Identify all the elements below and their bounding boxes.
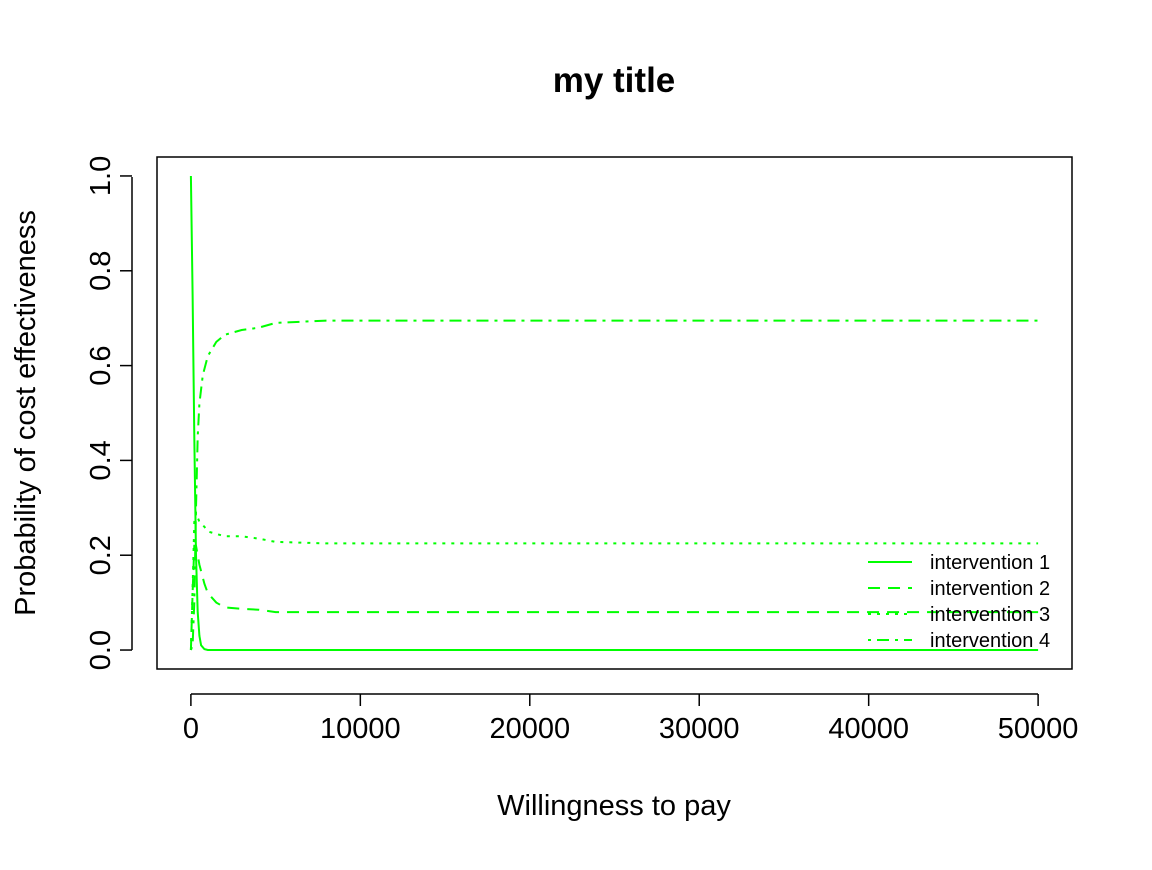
y-tick-label: 0.4	[85, 440, 117, 480]
x-tick-label: 50000	[998, 713, 1079, 745]
series-line-intervention-3	[189, 508, 1039, 651]
y-axis-label: Probability of cost effectiveness	[10, 210, 42, 616]
chart-title: my title	[553, 61, 676, 100]
x-ticks: 0 10000 20000 30000 40000 50000	[183, 694, 1079, 745]
y-tick-label: 0.0	[85, 630, 117, 670]
legend-label-intervention-4: intervention 4	[930, 630, 1050, 652]
x-tick-label: 20000	[489, 713, 570, 745]
series-line-intervention-1	[189, 175, 1039, 651]
x-tick-label: 40000	[828, 713, 909, 745]
y-tick-label: 0.2	[85, 535, 117, 575]
series-line-intervention-2	[189, 544, 1039, 651]
y-tick-label: 1.0	[85, 156, 117, 196]
y-tick-label: 0.6	[85, 345, 117, 385]
x-axis-label: Willingness to pay	[497, 790, 731, 822]
legend-label-intervention-3: intervention 3	[930, 604, 1050, 626]
x-tick-label: 10000	[320, 713, 401, 745]
legend: intervention 1 intervention 2 intervention…	[868, 552, 1050, 652]
plot-area-frame	[156, 156, 1073, 670]
legend-label-intervention-2: intervention 2	[930, 578, 1050, 600]
x-tick-label: 30000	[659, 713, 740, 745]
series-line-intervention-4	[189, 319, 1039, 651]
legend-label-intervention-1: intervention 1	[930, 552, 1050, 574]
series-lines	[189, 175, 1039, 651]
x-tick-label: 0	[183, 713, 199, 745]
y-tick-label: 0.8	[85, 251, 117, 291]
y-ticks: 0.0 0.2 0.4 0.6 0.8 1.0	[85, 156, 132, 670]
